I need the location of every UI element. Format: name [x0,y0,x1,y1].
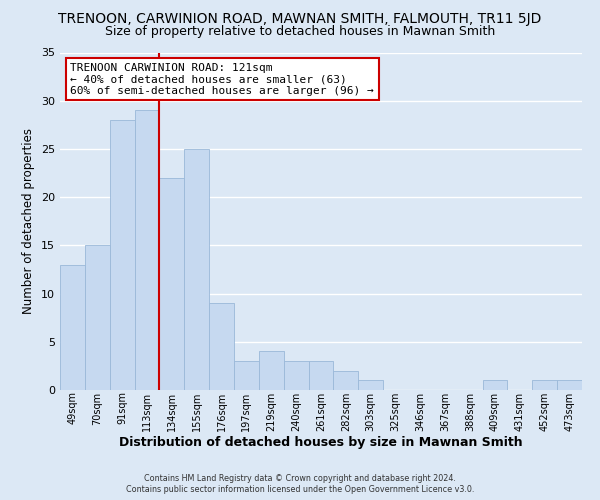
Bar [85,246,110,390]
Bar [134,110,160,390]
Bar [259,352,284,390]
Bar [60,264,85,390]
Bar [532,380,557,390]
Bar [110,120,134,390]
X-axis label: Distribution of detached houses by size in Mawnan Smith: Distribution of detached houses by size … [119,436,523,450]
Bar [482,380,508,390]
Bar [358,380,383,390]
Bar [184,149,209,390]
Bar [284,361,308,390]
Bar [334,370,358,390]
Bar [308,361,334,390]
Text: TRENOON CARWINION ROAD: 121sqm
← 40% of detached houses are smaller (63)
60% of : TRENOON CARWINION ROAD: 121sqm ← 40% of … [70,62,374,96]
Y-axis label: Number of detached properties: Number of detached properties [22,128,35,314]
Text: TRENOON, CARWINION ROAD, MAWNAN SMITH, FALMOUTH, TR11 5JD: TRENOON, CARWINION ROAD, MAWNAN SMITH, F… [58,12,542,26]
Bar [209,303,234,390]
Text: Size of property relative to detached houses in Mawnan Smith: Size of property relative to detached ho… [105,25,495,38]
Bar [234,361,259,390]
Text: Contains HM Land Registry data © Crown copyright and database right 2024.
Contai: Contains HM Land Registry data © Crown c… [126,474,474,494]
Bar [557,380,582,390]
Bar [160,178,184,390]
